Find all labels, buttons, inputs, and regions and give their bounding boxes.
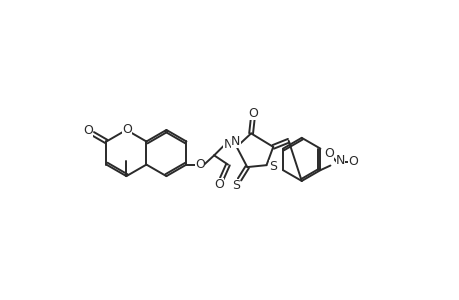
Text: O: O: [195, 158, 205, 171]
Text: S: S: [232, 179, 240, 192]
Text: N: N: [223, 138, 232, 151]
Text: O: O: [347, 155, 357, 168]
Text: O: O: [248, 107, 258, 120]
Text: S: S: [268, 160, 276, 173]
Text: N: N: [231, 135, 240, 148]
Text: N: N: [335, 154, 344, 167]
Text: O: O: [213, 178, 223, 191]
Text: O: O: [323, 147, 333, 160]
Text: O: O: [83, 124, 92, 137]
Text: O: O: [122, 123, 132, 136]
